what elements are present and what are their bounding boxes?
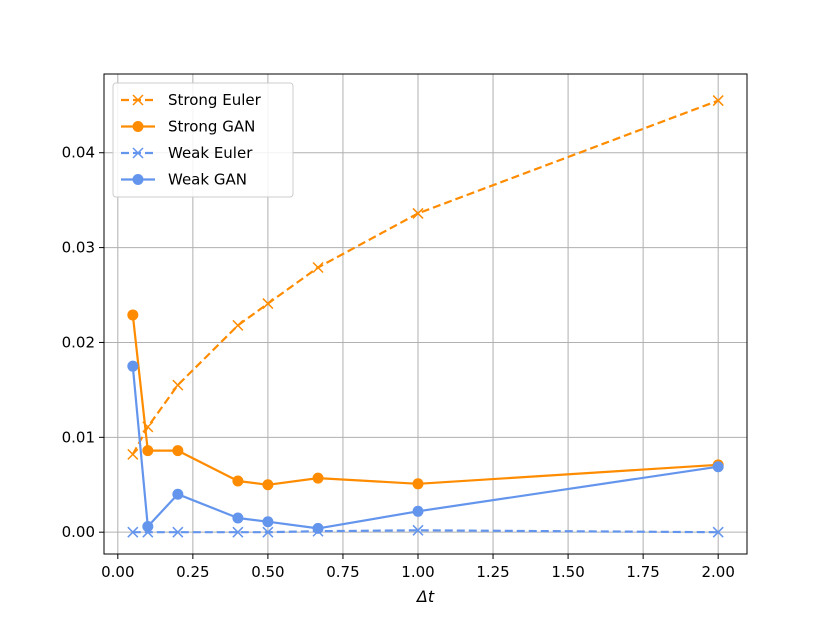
x-tick-label: 1.50: [551, 563, 584, 581]
y-tick-label: 0.04: [62, 144, 95, 162]
data-point: [127, 448, 139, 460]
x-tick-label: 2.00: [701, 563, 734, 581]
data-point: [412, 478, 424, 490]
data-point: [127, 526, 139, 538]
legend: Strong Euler Strong GAN Weak Euler Weak GAN: [112, 82, 294, 198]
data-point: [127, 360, 139, 372]
data-point: [312, 472, 324, 484]
series-line: [131, 99, 719, 455]
data-point: [127, 309, 139, 321]
series-weak-euler: [127, 524, 724, 538]
data-point: [262, 516, 274, 528]
y-tick-label: 0.01: [62, 428, 95, 446]
legend-item: Weak Euler: [121, 144, 253, 162]
grid: [104, 74, 747, 554]
legend-item: Strong GAN: [121, 118, 255, 136]
data-point: [232, 526, 244, 538]
x-tick-label: 1.75: [626, 563, 659, 581]
legend-item: Strong Euler: [121, 91, 262, 109]
data-point: [262, 479, 274, 491]
data-point: [412, 524, 424, 536]
series-strong-euler: [127, 95, 724, 460]
legend-box: [112, 82, 294, 198]
series-line: [131, 314, 719, 486]
legend-label: Strong GAN: [168, 118, 255, 136]
data-point: [262, 526, 274, 538]
data-point: [312, 522, 324, 534]
x-tick-label: 1.00: [401, 563, 434, 581]
legend-label: Weak Euler: [168, 144, 253, 162]
x-tick-label: 0.25: [176, 563, 209, 581]
data-point: [232, 475, 244, 487]
data-point: [262, 298, 274, 310]
series-strong-gan: [127, 309, 724, 491]
legend-label: Strong Euler: [168, 91, 262, 109]
x-axis-label: Δt: [415, 587, 435, 606]
data-point: [232, 319, 244, 331]
data-point: [172, 488, 184, 500]
legend-item: Weak GAN: [121, 171, 247, 189]
legend-marker: [132, 147, 144, 159]
x-tick-label: 0.50: [251, 563, 284, 581]
data-point: [172, 445, 184, 457]
data-point: [232, 512, 244, 524]
ticks: 0.00 0.25 0.50 0.75 1.00 1.25 1.50 1.75 2.00 0.00…: [62, 144, 735, 581]
data-point: [412, 207, 424, 219]
y-tick-label: 0.02: [62, 333, 95, 351]
x-tick-label: 0.00: [101, 563, 134, 581]
x-tick-label: 0.75: [326, 563, 359, 581]
x-tick-label: 1.25: [476, 563, 509, 581]
axes-frame: [103, 73, 748, 555]
data-point: [712, 95, 724, 107]
series-line: [132, 529, 719, 534]
series-weak-gan: [127, 360, 724, 534]
data-point: [172, 379, 184, 391]
series-line: [131, 366, 719, 530]
data-point: [142, 445, 154, 457]
legend-marker: [132, 121, 144, 132]
legend-marker: [132, 174, 144, 185]
data-point: [712, 461, 724, 473]
data-point: [312, 261, 324, 274]
data-point: [712, 526, 724, 538]
legend-marker: [132, 94, 144, 106]
y-tick-label: 0.03: [62, 239, 95, 257]
y-tick-label: 0.00: [62, 523, 95, 541]
legend-label: Weak GAN: [168, 171, 247, 189]
data-point: [172, 526, 184, 538]
data-point: [142, 520, 154, 532]
plot-series: [127, 95, 724, 538]
data-point: [412, 505, 424, 517]
